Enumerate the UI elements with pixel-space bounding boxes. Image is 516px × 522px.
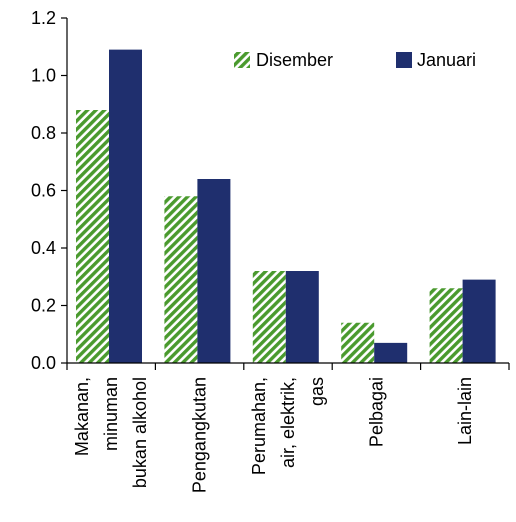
- bars: [76, 49, 496, 363]
- x-category-label: gas: [307, 377, 327, 406]
- y-tick-label: 1.2: [31, 8, 56, 28]
- bar-januari-0: [109, 49, 142, 363]
- y-tick-label: 0.4: [31, 238, 56, 258]
- legend: Disember Januari: [234, 50, 476, 70]
- bar-januari-4: [462, 279, 496, 363]
- y-tick-label: 0.2: [31, 296, 56, 316]
- x-category-label: Perumahan,: [249, 377, 269, 475]
- bar-disember-2: [252, 271, 286, 363]
- x-category-label: air, elektrik,: [278, 377, 298, 468]
- bar-disember-4: [429, 288, 463, 363]
- legend-label-disember: Disember: [256, 50, 333, 70]
- legend-swatch-disember: [234, 52, 250, 68]
- y-tick-label: 0.8: [31, 123, 56, 143]
- legend-label-januari: Januari: [417, 50, 476, 70]
- bar-disember-1: [164, 196, 198, 363]
- x-category-label: minuman: [101, 377, 121, 451]
- x-category-label: Pengangkutan: [190, 377, 210, 493]
- x-category-label: Lain-lain: [455, 377, 475, 445]
- x-category-label: Pelbagai: [366, 377, 386, 447]
- y-tick-label: 1.0: [31, 66, 56, 86]
- bar-januari-3: [374, 342, 408, 363]
- axes: [61, 17, 510, 370]
- x-category-label: Makanan,: [72, 377, 92, 456]
- bar-disember-0: [76, 110, 109, 363]
- bar-disember-3: [341, 322, 375, 363]
- y-tick-label: 0.6: [31, 181, 56, 201]
- bar-januari-2: [285, 271, 319, 363]
- bar-januari-1: [197, 179, 231, 363]
- labels: 0.0 0.2 0.4 0.6 0.8 1.0 1.2 Makanan, minuman buka…: [31, 8, 475, 493]
- y-tick-label: 0.0: [31, 353, 56, 373]
- legend-swatch-januari: [396, 52, 412, 68]
- x-category-label: bukan alkohol: [130, 377, 150, 488]
